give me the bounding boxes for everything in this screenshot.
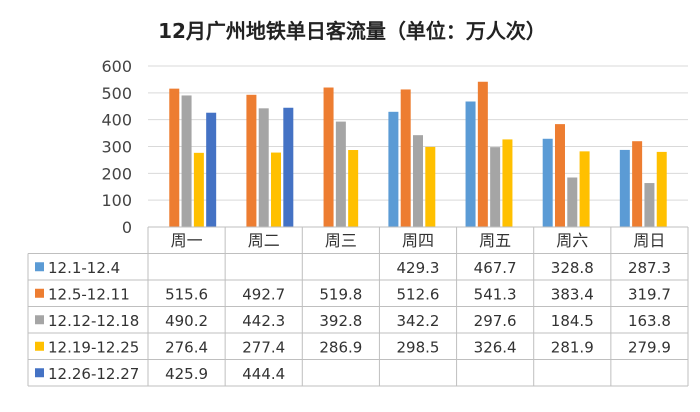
data-label: 512.6 — [397, 285, 440, 303]
legend-key — [35, 288, 44, 298]
bar — [542, 138, 553, 227]
data-label: 425.9 — [165, 365, 208, 383]
bar — [335, 121, 346, 227]
bar — [283, 107, 294, 227]
y-tick-label: 300 — [101, 138, 132, 157]
data-label: 319.7 — [628, 285, 671, 303]
data-label: 392.8 — [319, 312, 362, 330]
legend-key — [35, 315, 44, 325]
data-label: 515.6 — [165, 285, 208, 303]
bar — [258, 108, 269, 227]
bar — [656, 151, 667, 227]
data-label: 298.5 — [397, 338, 440, 356]
y-tick-label: 400 — [101, 111, 132, 130]
chart-title: 12月广州地铁单日客流量（单位：万人次） — [158, 19, 546, 43]
data-label: 281.9 — [551, 338, 594, 356]
x-tick-label: 周六 — [556, 231, 588, 250]
legend-label: 12.26-12.27 — [48, 365, 139, 383]
bar — [413, 135, 423, 227]
legend-label: 12.12-12.18 — [48, 312, 139, 330]
bar — [348, 150, 359, 227]
bar — [644, 183, 655, 227]
bar — [579, 151, 590, 227]
data-label: 286.9 — [319, 338, 362, 356]
x-tick-label: 周一 — [171, 231, 203, 250]
data-label: 328.8 — [551, 259, 594, 277]
bar — [400, 89, 411, 227]
legend-key — [35, 368, 44, 378]
data-label: 277.4 — [242, 338, 285, 356]
x-tick-label: 周二 — [248, 231, 280, 250]
data-label: 297.6 — [474, 312, 517, 330]
bar — [554, 124, 565, 227]
data-label: 287.3 — [628, 259, 671, 277]
bar — [502, 139, 513, 227]
data-label: 467.7 — [474, 259, 517, 277]
bar — [246, 94, 257, 227]
legend-key — [35, 262, 44, 272]
bar — [425, 146, 436, 227]
bar — [490, 147, 501, 227]
data-label: 326.4 — [474, 338, 517, 356]
y-tick-label: 500 — [101, 84, 132, 103]
bar — [477, 81, 488, 228]
bar — [323, 87, 334, 228]
bar — [206, 112, 217, 227]
data-label: 442.3 — [242, 312, 285, 330]
data-label: 383.4 — [551, 285, 594, 303]
data-label: 444.4 — [242, 365, 285, 383]
x-tick-label: 周日 — [633, 231, 665, 250]
legend-label: 12.1-12.4 — [48, 259, 120, 277]
data-label: 492.7 — [242, 285, 285, 303]
y-tick-label: 100 — [101, 191, 132, 210]
data-label: 490.2 — [165, 312, 208, 330]
y-tick-label: 200 — [101, 164, 132, 183]
data-label: 519.8 — [319, 285, 362, 303]
bar — [567, 177, 578, 227]
bar — [181, 95, 192, 227]
x-tick-label: 周四 — [402, 231, 434, 250]
data-label: 276.4 — [165, 338, 208, 356]
data-label: 541.3 — [474, 285, 517, 303]
data-label: 163.8 — [628, 312, 671, 330]
bar — [465, 101, 476, 227]
legend-label: 12.5-12.11 — [48, 285, 130, 303]
bar — [619, 149, 630, 227]
data-label: 279.9 — [628, 338, 671, 356]
x-tick-label: 周五 — [479, 231, 511, 250]
y-tick-label: 0 — [122, 218, 132, 237]
bar — [388, 111, 399, 227]
legend-key — [35, 341, 44, 351]
y-tick-label: 600 — [101, 57, 132, 76]
data-label: 429.3 — [397, 259, 440, 277]
bar — [169, 88, 180, 227]
data-label: 342.2 — [397, 312, 440, 330]
bar — [193, 152, 204, 227]
bar — [632, 141, 643, 227]
bar — [271, 152, 282, 227]
data-label: 184.5 — [551, 312, 594, 330]
x-tick-label: 周三 — [325, 231, 357, 250]
legend-label: 12.19-12.25 — [48, 338, 139, 356]
